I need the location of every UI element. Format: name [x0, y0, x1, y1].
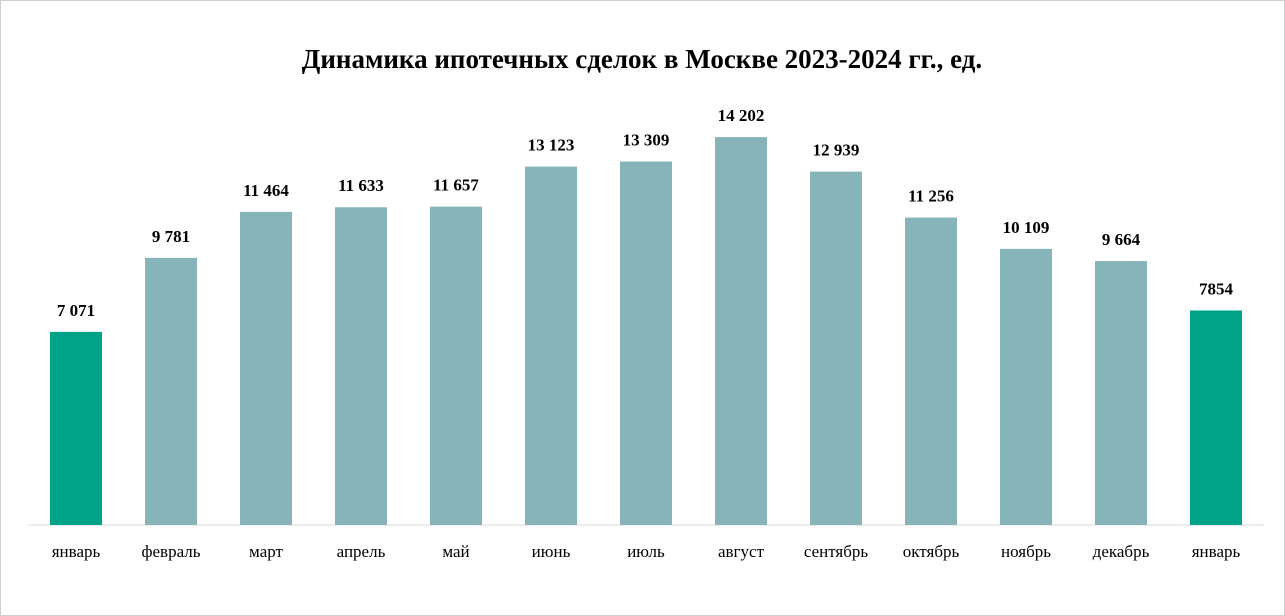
- x-tick-label: декабрь: [1093, 542, 1150, 561]
- value-label: 9 664: [1102, 230, 1141, 249]
- value-label: 11 633: [338, 176, 384, 195]
- value-label: 12 939: [813, 141, 860, 160]
- bar: [1000, 248, 1052, 525]
- value-label: 7 071: [57, 301, 95, 320]
- value-label: 11 256: [908, 186, 954, 205]
- x-tick-label: март: [249, 542, 283, 561]
- bar: [430, 206, 482, 525]
- bar: [335, 207, 387, 525]
- bar: [620, 161, 672, 526]
- x-tick-label: октябрь: [903, 542, 960, 561]
- bar: [145, 257, 197, 525]
- value-label: 14 202: [718, 106, 765, 125]
- x-tick-label: июнь: [532, 542, 571, 561]
- bar: [240, 211, 292, 525]
- x-tick-label: август: [718, 542, 765, 561]
- x-tick-label: январь: [1192, 542, 1241, 561]
- value-label: 7854: [1199, 279, 1234, 298]
- x-tick-label: июль: [627, 542, 665, 561]
- x-tick-label: ноябрь: [1001, 542, 1051, 561]
- value-label: 11 464: [243, 181, 289, 200]
- value-label: 10 109: [1003, 218, 1050, 237]
- value-label: 13 123: [528, 135, 575, 154]
- chart-title: Динамика ипотечных сделок в Москве 2023-…: [302, 44, 982, 74]
- bar: [1095, 261, 1147, 525]
- x-tick-label: февраль: [141, 542, 200, 561]
- bar: [50, 331, 102, 525]
- bar: [905, 217, 957, 525]
- x-tick-label: январь: [52, 542, 101, 561]
- value-label: 11 657: [433, 176, 479, 195]
- value-label: 13 309: [623, 130, 670, 149]
- x-tick-label: апрель: [337, 542, 386, 561]
- x-tick-label: май: [442, 542, 469, 561]
- bar: [525, 166, 577, 525]
- bar: [810, 171, 862, 525]
- x-tick-label: сентябрь: [804, 542, 869, 561]
- bar: [1190, 310, 1242, 525]
- value-label: 9 781: [152, 227, 190, 246]
- bar: [715, 137, 767, 525]
